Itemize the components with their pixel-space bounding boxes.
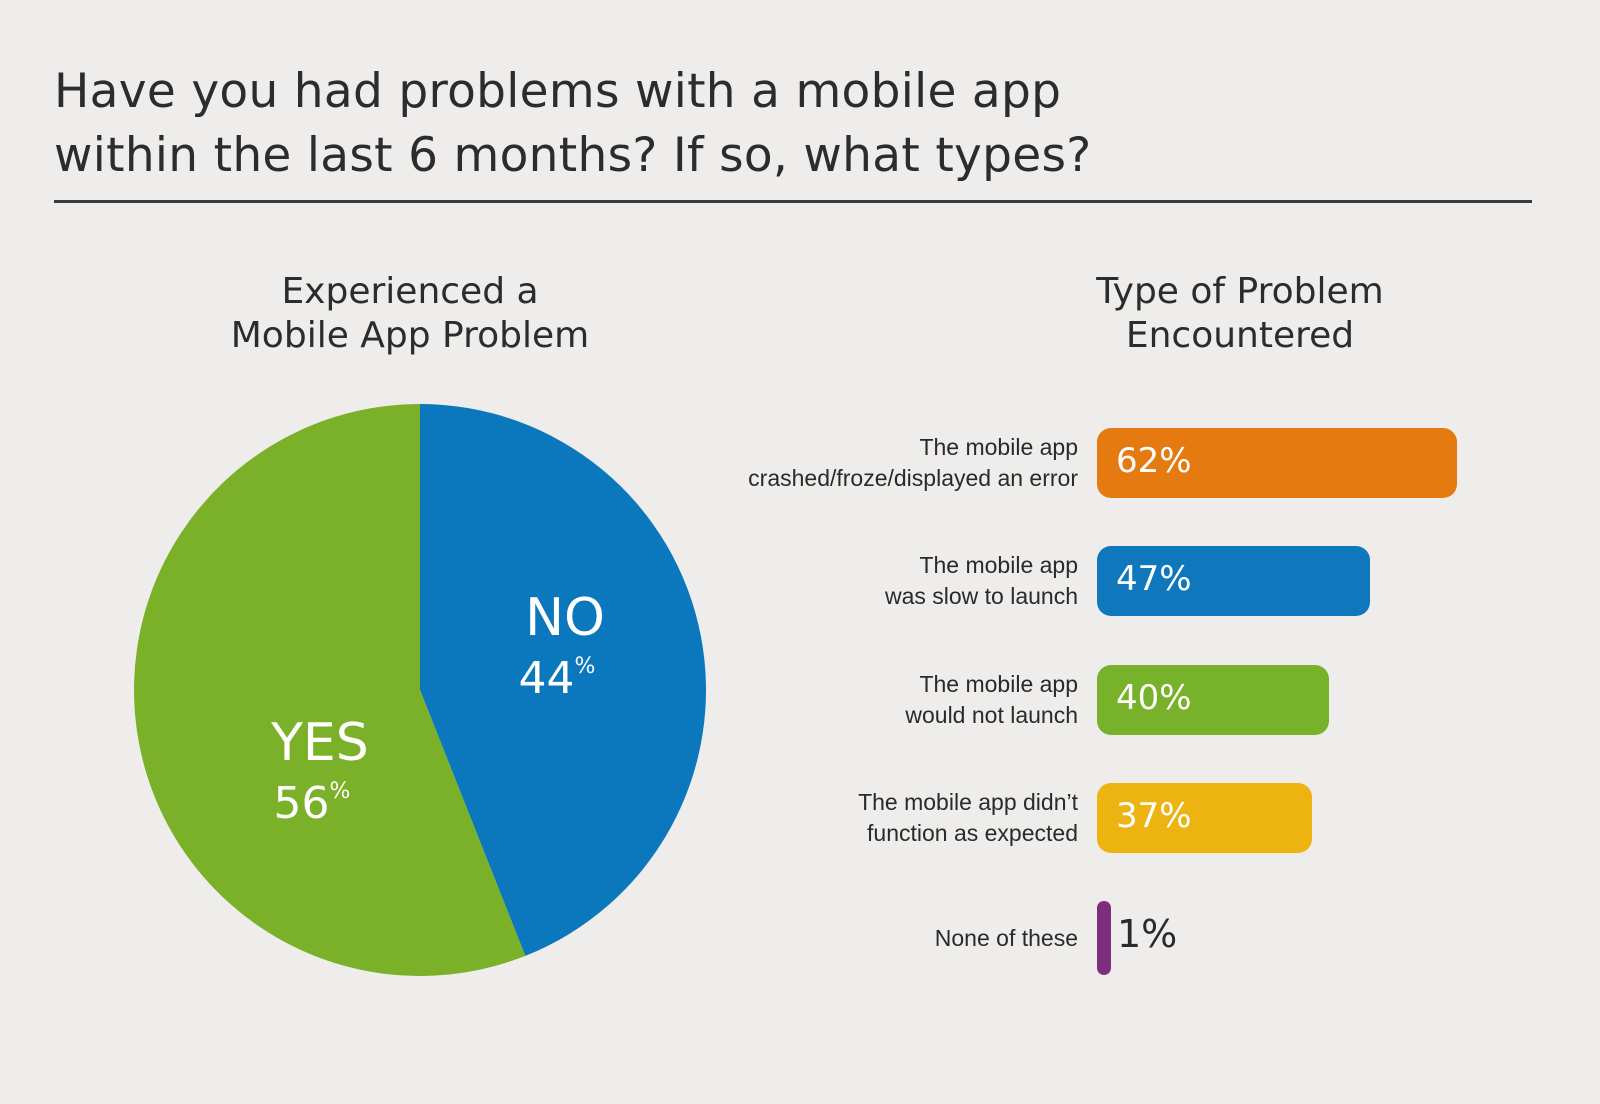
bar-subtitle-line-2: Encountered: [1125, 315, 1355, 356]
bar: [1097, 665, 1330, 735]
bar-category-label-line: was slow to launch: [884, 583, 1078, 609]
bar-value-label: 37%: [1116, 796, 1192, 836]
bar-value-label: 62%: [1116, 441, 1192, 481]
bar-category-label-line: function as expected: [867, 820, 1078, 846]
bar: [1097, 546, 1370, 616]
bar-value-label: 1%: [1117, 912, 1178, 956]
chart-title-line-1: Have you had problems with a mobile app: [54, 64, 1062, 119]
bar-chart-subtitle: Type of Problem Encountered: [1000, 270, 1480, 358]
bar-category-label-line: crashed/froze/displayed an error: [748, 465, 1078, 491]
bar: [1097, 428, 1457, 498]
bar-category-label-line: None of these: [934, 924, 1078, 951]
bar-category-label-line: The mobile app didn’t: [858, 789, 1078, 815]
bar-category-label-line: The mobile app: [919, 434, 1078, 460]
pie-subtitle-line-1: Experienced a: [281, 271, 539, 312]
title-divider: [54, 200, 1532, 203]
bar-value-label: 47%: [1116, 559, 1192, 599]
bar-category-label: None of these: [935, 923, 1078, 954]
chart-title-line-2: within the last 6 months? If so, what ty…: [54, 128, 1092, 183]
bar-category-label: The mobile app didn’t function as expecte…: [858, 787, 1078, 849]
bar-category-label-line: would not launch: [905, 702, 1078, 728]
chart-title: Have you had problems with a mobile app …: [54, 60, 1534, 188]
bar-category-label: The mobile app would not launch: [905, 669, 1078, 731]
bar-category-label: The mobile app was slow to launch: [885, 550, 1078, 612]
bar-category-label: The mobile app crashed/froze/displayed an…: [748, 432, 1078, 494]
bar: [1097, 901, 1111, 975]
bar-subtitle-line-1: Type of Problem: [1096, 271, 1384, 312]
bar: [1097, 783, 1312, 853]
pie-chart-subtitle: Experienced a Mobile App Problem: [150, 270, 670, 358]
pie-subtitle-line-2: Mobile App Problem: [230, 315, 590, 356]
bar-category-label-line: The mobile app: [919, 671, 1078, 697]
bar-category-label-line: The mobile app: [919, 552, 1078, 578]
bar-value-label: 40%: [1116, 678, 1192, 718]
